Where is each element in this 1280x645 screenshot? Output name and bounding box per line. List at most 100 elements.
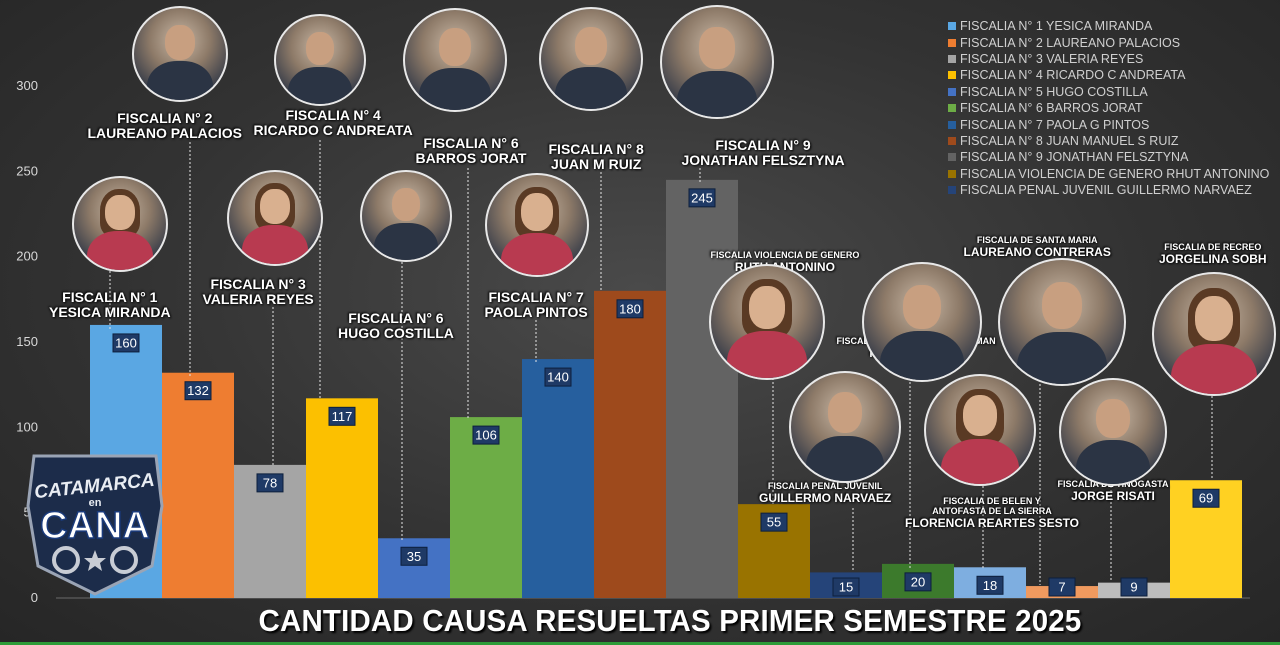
prosecutor-name: HUGO COSTILLA <box>338 325 454 342</box>
legend-item: FISCALIA N° 9 JONATHAN FELSZTYNA <box>948 149 1269 165</box>
prosecutor-name: JORGELINA SOBH <box>1159 251 1267 266</box>
legend-swatch <box>948 136 956 145</box>
avatar <box>274 14 366 106</box>
legend-swatch <box>948 120 956 129</box>
prosecutor-office: FISCALIA N° 4 <box>285 107 381 123</box>
bar <box>306 398 378 598</box>
prosecutor-office: FISCALIA VIOLENCIA DE GENERO <box>710 250 860 260</box>
logo-line2: en <box>89 497 102 509</box>
avatar <box>539 7 643 111</box>
legend-label: FISCALIA N° 3 VALERIA REYES <box>960 51 1144 66</box>
data-label: 69 <box>1199 491 1213 506</box>
prosecutor-office: FISCALIA N° 6 <box>423 135 519 151</box>
data-label-box <box>688 188 716 208</box>
legend-label: FISCALIA N° 5 HUGO COSTILLA <box>960 84 1148 99</box>
legend-label: FISCALIA VIOLENCIA DE GENERO RHUT ANTONI… <box>960 166 1270 181</box>
bar <box>666 179 738 598</box>
avatar <box>660 5 774 119</box>
avatar <box>862 262 982 382</box>
bar <box>594 290 666 598</box>
legend-swatch <box>948 87 956 96</box>
data-label-box <box>472 425 500 445</box>
prosecutor-office: FISCALIA DE BELEN Y <box>943 496 1041 506</box>
legend-label: FISCALIA N° 8 JUAN MANUEL S RUIZ <box>960 133 1179 148</box>
prosecutor-label: FISCALIA N° 3 VALERIA REYES <box>202 276 314 308</box>
avatar <box>485 173 589 277</box>
prosecutor-name: JUAN M RUIZ <box>551 156 642 173</box>
legend-item: FISCALIA N° 3 VALERIA REYES <box>948 51 1269 67</box>
prosecutor-name: GUILLERMO NARVAEZ <box>759 490 892 505</box>
prosecutor-office: FISCALIA PENAL JUVENIL <box>767 481 883 491</box>
prosecutor-label: FISCALIA N° 8 JUAN M RUIZ <box>549 141 644 173</box>
data-label-box <box>1048 577 1076 597</box>
legend-swatch <box>948 104 956 113</box>
data-label: 106 <box>475 428 497 443</box>
prosecutor-office: FISCALIA N° 6 <box>348 310 444 326</box>
prosecutor-name: FLORENCIA REARTES SESTO <box>905 515 1080 530</box>
bar <box>162 372 234 598</box>
y-tick-label: 100 <box>16 419 38 434</box>
prosecutor-name: RICARDO C ANDREATA <box>253 122 413 139</box>
data-label-box <box>544 367 572 387</box>
avatar <box>132 6 228 102</box>
data-label: 180 <box>619 301 641 316</box>
prosecutor-name: LAUREANO PALACIOS <box>87 125 243 142</box>
prosecutor-label: FISCALIA N° 1 YESICA MIRANDA <box>49 289 171 321</box>
prosecutor-label: FISCALIA DE RECREO JORGELINA SOBH <box>1159 242 1267 266</box>
y-tick-label: 200 <box>16 249 38 264</box>
prosecutor-name: PAOLA PINTOS <box>484 304 588 321</box>
data-label-box <box>400 546 428 566</box>
prosecutor-label: FISCALIA DE BELEN Y ANTOFASTA DE LA SIERR… <box>905 496 1080 530</box>
legend-swatch <box>948 38 956 47</box>
y-tick-label: 0 <box>31 590 38 605</box>
prosecutor-name: VALERIA REYES <box>202 291 314 308</box>
data-label: 35 <box>407 549 421 564</box>
legend-item: FISCALIA N° 4 RICARDO C ANDREATA <box>948 67 1269 83</box>
y-tick-label: 300 <box>16 78 38 93</box>
legend-item: FISCALIA N° 6 BARROS JORAT <box>948 100 1269 116</box>
prosecutor-name: JORGE RISATI <box>1071 488 1155 503</box>
legend-item: FISCALIA N° 7 PAOLA G PINTOS <box>948 116 1269 132</box>
avatar <box>403 8 507 112</box>
logo-line3: CANA <box>40 505 150 547</box>
prosecutor-label: FISCALIA N° 7 PAOLA PINTOS <box>484 289 588 321</box>
prosecutor-label: FISCALIA N° 6 HUGO COSTILLA <box>338 310 454 342</box>
legend-label: FISCALIA N° 7 PAOLA G PINTOS <box>960 117 1150 132</box>
prosecutor-office: FISCALIA N° 1 <box>62 289 158 305</box>
prosecutor-label: FISCALIA DE SANTA MARIA LAUREANO CONTRERA… <box>963 235 1111 259</box>
legend-swatch <box>948 153 956 162</box>
avatar <box>709 264 825 380</box>
avatar <box>924 374 1036 486</box>
bar <box>450 417 522 598</box>
avatar <box>72 176 168 272</box>
prosecutor-label: FISCALIA PENAL JUVENIL GUILLERMO NARVAEZ <box>759 481 892 505</box>
prosecutor-office-line2: ANTOFASTA DE LA SIERRA <box>932 505 1052 516</box>
prosecutor-office: FISCALIA DE SANTA MARIA <box>976 235 1098 245</box>
avatar <box>227 170 323 266</box>
chart-title: CANTIDAD CAUSA RESUELTAS PRIMER SEMESTRE… <box>258 603 1082 638</box>
data-label-box <box>760 512 788 532</box>
data-label: 18 <box>983 578 997 593</box>
avatar <box>1152 272 1276 396</box>
data-label-box <box>1192 488 1220 508</box>
data-label-box <box>616 299 644 319</box>
prosecutor-office: FISCALIA N° 7 <box>488 289 584 305</box>
legend-label: FISCALIA N° 2 LAUREANO PALACIOS <box>960 35 1181 50</box>
prosecutor-label: FISCALIA N° 6 BARROS JORAT <box>416 135 527 167</box>
data-label: 78 <box>263 475 277 490</box>
prosecutor-label: FISCALIA N° 9 JONATHAN FELSZTYNA <box>681 137 845 169</box>
prosecutor-name: LAUREANO CONTRERAS <box>963 244 1111 259</box>
prosecutor-name: JONATHAN FELSZTYNA <box>681 152 845 169</box>
prosecutor-office: FISCALIA N° 2 <box>117 110 213 126</box>
prosecutor-label: FISCALIA N° 2 LAUREANO PALACIOS <box>87 110 243 142</box>
legend-label: FISCALIA N° 4 RICARDO C ANDREATA <box>960 68 1186 83</box>
catamarca-en-cana-logo: CATAMARCA en CANA <box>26 454 164 596</box>
data-label: 7 <box>1058 580 1065 595</box>
data-label-box <box>976 575 1004 595</box>
avatar <box>789 371 901 483</box>
data-label: 160 <box>115 335 137 350</box>
data-label: 117 <box>332 409 353 424</box>
legend-label: FISCALIA PENAL JUVENIL GUILLERMO NARVAEZ <box>960 183 1252 198</box>
legend-item: FISCALIA N° 1 YESICA MIRANDA <box>948 18 1269 34</box>
